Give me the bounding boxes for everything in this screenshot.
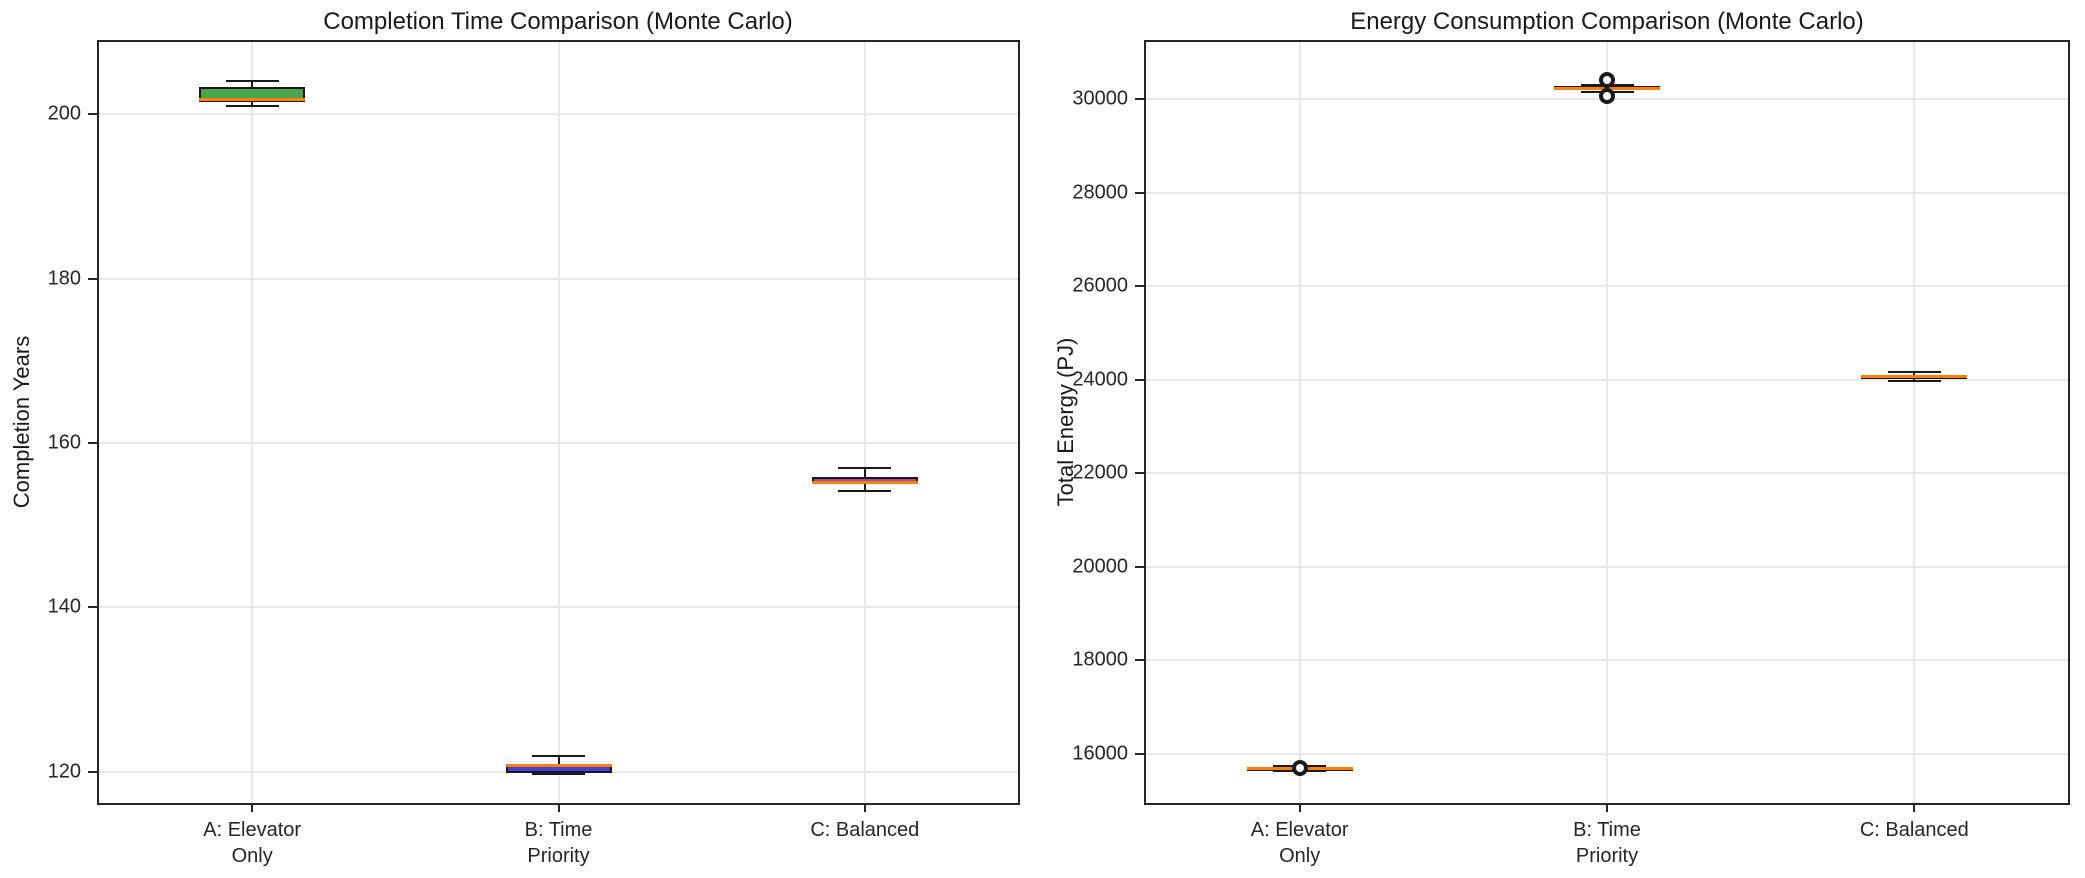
- median-line: [505, 763, 612, 767]
- x-tick-label: A: Elevator Only: [203, 817, 301, 869]
- x-tick-label-line: C: Balanced: [1859, 819, 1969, 841]
- y-tick-label: 16000: [1072, 742, 1128, 765]
- y-tick-label: 18000: [1072, 648, 1128, 671]
- x-tick-mark: [1913, 803, 1916, 812]
- y-tick-mark: [1135, 472, 1144, 475]
- x-tick-label-line: A: Elevator: [203, 819, 302, 841]
- whisker-line: [557, 756, 560, 764]
- y-tick-label: 24000: [1072, 368, 1128, 391]
- outlier-icon: [1599, 71, 1615, 88]
- y-tick-label: 30000: [1072, 87, 1128, 110]
- y-tick-mark: [88, 606, 97, 609]
- completion-time-plot-area: 120 140 160 180 200 A: Elevator Only B: Time Pri…: [48, 40, 1020, 867]
- whisker-cap: [225, 80, 279, 83]
- x-gridline: [251, 42, 254, 803]
- whisker-line: [1913, 371, 1916, 375]
- whisker-line: [251, 101, 254, 107]
- outlier-icon: [1599, 87, 1615, 104]
- whisker-line: [251, 81, 254, 88]
- x-tick-mark: [1298, 803, 1301, 812]
- x-gridline: [557, 42, 560, 803]
- completion-years-axis-label: Completion Years: [9, 335, 34, 509]
- x-tick-label: A: Elevator Only: [1251, 817, 1349, 869]
- y-tick-mark: [88, 113, 97, 116]
- y-tick-label: 140: [47, 595, 81, 618]
- y-tick-label: 120: [47, 760, 81, 783]
- x-tick-label-line: B: Time: [524, 819, 593, 841]
- x-tick-label-line: Priority: [1575, 845, 1639, 867]
- x-gridline: [1606, 42, 1608, 803]
- x-tick-mark: [863, 803, 866, 812]
- y-tick-mark: [1135, 378, 1144, 381]
- x-tick-label-line: Priority: [527, 845, 590, 867]
- x-tick-mark: [557, 803, 560, 812]
- x-tick-label: B: Time Priority: [525, 817, 593, 869]
- whisker-cap: [225, 105, 279, 108]
- y-tick-mark: [88, 277, 97, 280]
- y-tick-label: 20000: [1072, 555, 1128, 578]
- y-tick-mark: [1135, 191, 1144, 194]
- whisker-cap: [1887, 370, 1941, 373]
- whisker-cap: [838, 489, 892, 492]
- y-tick-label: 22000: [1072, 461, 1128, 484]
- completion-time-chart-title: Completion Time Comparison (Monte Carlo): [323, 8, 793, 35]
- y-tick-mark: [1135, 285, 1144, 288]
- y-tick-label: 28000: [1072, 181, 1128, 204]
- whisker-line: [863, 467, 866, 477]
- y-tick-label: 160: [47, 431, 81, 454]
- y-tick-mark: [1135, 98, 1144, 101]
- energy-consumption-plot-area: 16000 18000 20000 22000 24000 26000 28000 30000…: [1072, 40, 2070, 867]
- x-tick-label-line: B: Time: [1573, 819, 1641, 841]
- x-gridline: [1298, 42, 1301, 803]
- x-gridline: [863, 42, 866, 803]
- y-tick-mark: [88, 442, 97, 445]
- x-tick-label-line: A: Elevator: [1250, 819, 1349, 841]
- y-tick-label: 200: [47, 102, 81, 125]
- y-tick-mark: [1135, 752, 1144, 755]
- whisker-line: [1913, 378, 1916, 382]
- y-tick-label: 26000: [1072, 274, 1128, 297]
- y-tick-mark: [88, 770, 97, 773]
- x-tick-mark: [251, 803, 254, 812]
- whisker-cap: [1887, 380, 1941, 383]
- x-tick-label-line: C: Balanced: [810, 819, 920, 841]
- whisker-cap: [532, 755, 585, 758]
- x-tick-label: C: Balanced: [1860, 817, 1969, 843]
- y-tick-mark: [1135, 565, 1144, 568]
- x-gridline: [1913, 42, 1916, 803]
- energy-consumption-chart-title: Energy Consumption Comparison (Monte Car…: [1350, 8, 1864, 35]
- median-line: [811, 480, 918, 484]
- x-tick-label-line: Only: [1279, 845, 1321, 867]
- median-line: [1861, 374, 1968, 378]
- x-tick-label: B: Time Priority: [1573, 817, 1641, 869]
- x-tick-label-line: Only: [231, 845, 273, 867]
- median-line: [199, 98, 306, 102]
- outlier-icon: [1291, 760, 1308, 777]
- x-tick-mark: [1606, 803, 1608, 812]
- x-tick-label: C: Balanced: [810, 817, 919, 843]
- whisker-line: [863, 484, 866, 491]
- y-tick-label: 180: [47, 267, 81, 290]
- whisker-cap: [532, 773, 585, 776]
- y-tick-mark: [1135, 659, 1144, 662]
- whisker-cap: [838, 466, 892, 469]
